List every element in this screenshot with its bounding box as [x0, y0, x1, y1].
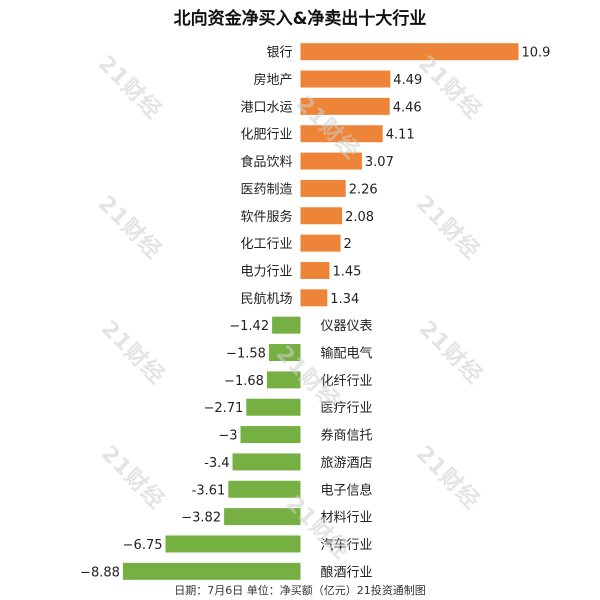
bars-layer: [122, 43, 519, 580]
value-label: 10.9: [522, 46, 551, 61]
category-label: 医疗行业: [321, 401, 373, 416]
value-label: 4.46: [393, 100, 422, 115]
value-label: -3.4: [204, 456, 229, 471]
bar-3: [300, 125, 383, 143]
category-label: 港口水运: [240, 100, 292, 115]
category-label: 电子信息: [321, 482, 373, 498]
category-label: 券商信托: [321, 428, 373, 444]
category-label: 化工行业: [240, 237, 292, 252]
category-label: 电力行业: [240, 264, 292, 279]
value-label: 2.26: [349, 182, 378, 197]
category-label: 输配电气: [321, 346, 373, 362]
value-label: 3.07: [365, 155, 394, 170]
bar-0: [300, 43, 519, 61]
value-label: −1.58: [226, 347, 266, 362]
bar-8: [300, 261, 330, 279]
value-label: −1.68: [224, 374, 264, 389]
bar-14: [240, 426, 301, 444]
bar-10: [272, 316, 301, 334]
bar-7: [300, 234, 341, 252]
value-label: 4.49: [393, 73, 422, 88]
bar-1: [300, 70, 391, 88]
bar-17: [224, 508, 301, 526]
value-label: 2.08: [345, 210, 374, 225]
labels-layer: 银行 10.9 房地产 4.49 港口水运 4.46 化肥行业 4.11 食品饮料 3.07 医药制…: [80, 46, 550, 581]
category-label: 汽车行业: [321, 537, 373, 553]
bar-15: [232, 453, 301, 471]
value-label: −6.75: [123, 538, 163, 553]
category-label: 旅游酒店: [321, 456, 373, 471]
category-label: 银行: [266, 46, 292, 61]
chart-footer: 日期：7月6日 单位：净买额（亿元）21投资通制图: [174, 584, 426, 597]
category-label: 化肥行业: [240, 128, 292, 143]
value-label: −1.42: [229, 319, 269, 334]
chart-title: 北向资金净买入&净卖出十大行业: [173, 9, 427, 29]
bar-9: [300, 289, 328, 307]
value-label: 4.11: [386, 128, 415, 143]
category-label: 酿酒行业: [321, 564, 373, 580]
bar-19: [122, 562, 301, 580]
category-label: 软件服务: [240, 209, 292, 225]
bar-16: [228, 480, 301, 498]
bar-2: [300, 97, 390, 115]
value-label: 1.34: [330, 292, 359, 307]
category-label: 食品饮料: [240, 154, 292, 170]
category-label: 仪器仪表: [321, 319, 373, 334]
bar-18: [165, 535, 301, 553]
value-label: -3.61: [192, 483, 226, 498]
value-label: −2.71: [203, 401, 243, 416]
value-label: 1.45: [333, 264, 362, 279]
value-label: −3: [218, 429, 237, 444]
category-label: 化纤行业: [321, 374, 373, 389]
category-label: 民航机场: [240, 291, 292, 307]
bar-11: [268, 344, 301, 362]
bar-6: [300, 207, 343, 225]
category-label: 材料行业: [321, 511, 373, 526]
bar-4: [300, 152, 362, 170]
bar-5: [300, 179, 346, 197]
bar-12: [266, 371, 301, 389]
value-label: −3.82: [181, 511, 221, 526]
value-label: −8.88: [80, 565, 120, 580]
category-label: 医药制造: [240, 182, 292, 197]
value-label: 2: [344, 237, 352, 252]
bar-13: [246, 398, 301, 416]
category-label: 房地产: [253, 72, 292, 88]
